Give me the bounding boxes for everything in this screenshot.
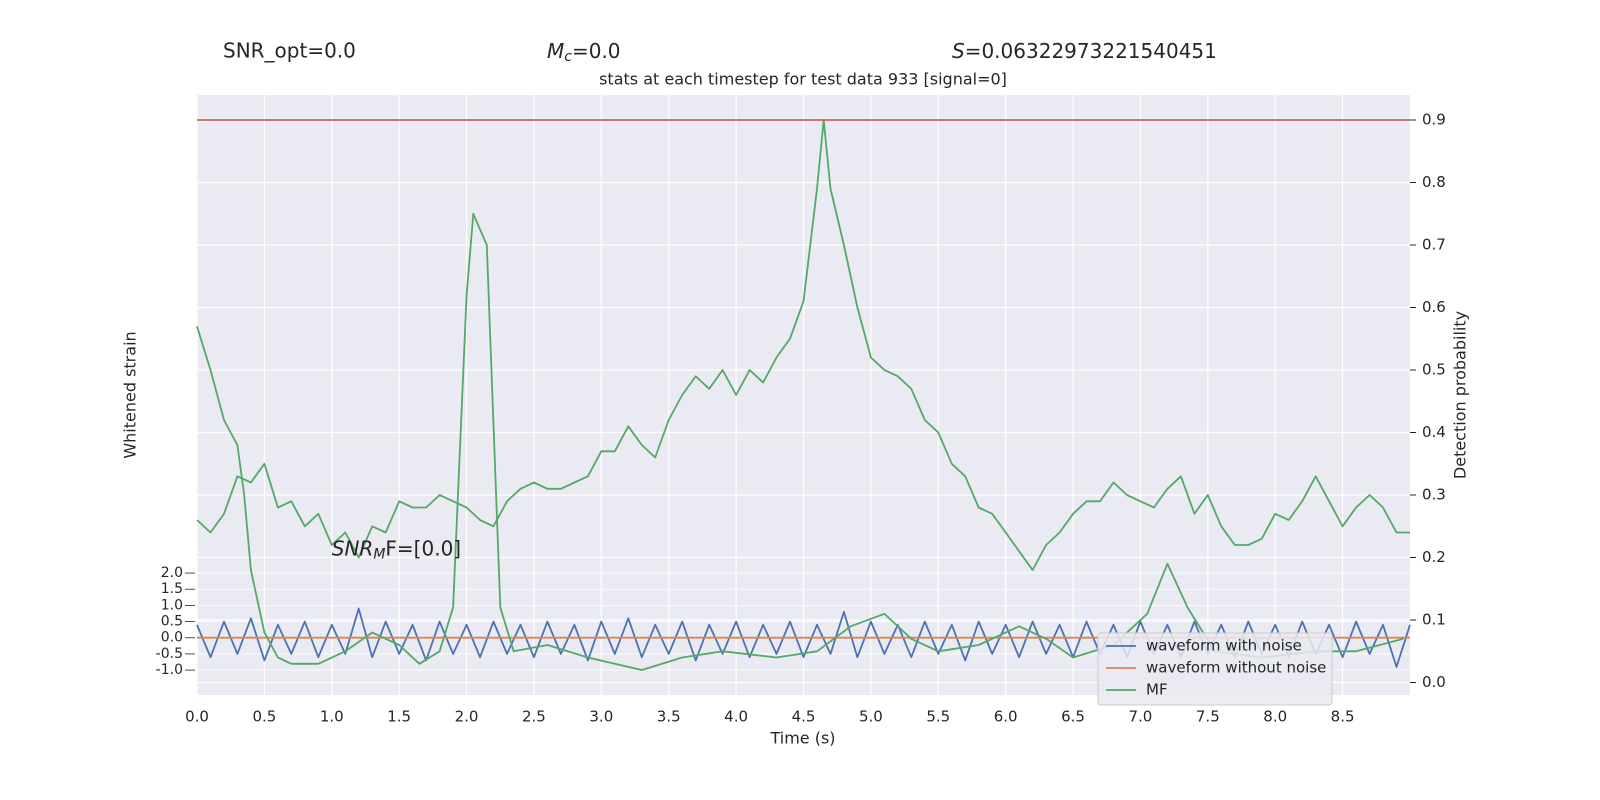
y2-tick-label: 0.8 <box>1422 173 1446 191</box>
y-axis-label: Whitened strain <box>121 331 140 458</box>
x-tick-label: 4.5 <box>792 708 816 726</box>
y2-tick-label: 0.5 <box>1422 361 1446 379</box>
x-tick-label: 8.0 <box>1263 708 1287 726</box>
x-tick-label: 2.0 <box>455 708 479 726</box>
x-tick-label: 4.0 <box>724 708 748 726</box>
s-rest: =0.06322973221540451 <box>965 39 1217 63</box>
y-tick-label: 1.0 <box>161 597 183 613</box>
y2-tick-label: 0.6 <box>1422 298 1446 316</box>
mc-stat: Mc=0.0 <box>547 39 621 66</box>
legend: waveform with noise waveform without nois… <box>1097 632 1333 706</box>
y2-axis-label: Detection probability <box>1451 311 1470 479</box>
x-tick-label: 8.5 <box>1331 708 1355 726</box>
x-tick-label: 2.5 <box>522 708 546 726</box>
annotation-rest: F=[0.0] <box>385 536 461 560</box>
y-tick-label: -0.5 <box>156 646 183 662</box>
snr-opt: SNR_opt=0.0 <box>223 39 356 63</box>
mc-rest: =0.0 <box>572 39 621 63</box>
mc-symbol: M <box>547 39 564 63</box>
y-tick-label: -1.0 <box>156 662 183 678</box>
chart-title: stats at each timestep for test data 933… <box>599 70 1007 89</box>
annotation-sub: M <box>373 547 385 563</box>
x-tick-label: 0.5 <box>252 708 276 726</box>
x-tick-label: 6.5 <box>1061 708 1085 726</box>
y2-tick-label: 0.4 <box>1422 423 1446 441</box>
s-symbol: S <box>952 39 965 63</box>
y2-tick-label: 0.9 <box>1422 111 1446 129</box>
annotation: SNRMF=[0.0] <box>332 536 461 563</box>
x-tick-label: 5.0 <box>859 708 883 726</box>
x-tick-label: 1.5 <box>387 708 411 726</box>
x-tick-label: 7.0 <box>1129 708 1153 726</box>
x-tick-label: 6.0 <box>994 708 1018 726</box>
s-stat: S=0.06322973221540451 <box>952 39 1217 63</box>
y2-tick-label: 0.0 <box>1422 673 1446 691</box>
x-tick-label: 7.5 <box>1196 708 1220 726</box>
legend-label: MF <box>1146 681 1168 699</box>
y2-tick-label: 0.1 <box>1422 611 1446 629</box>
x-axis-label: Time (s) <box>769 729 835 748</box>
x-tick-label: 5.5 <box>926 708 950 726</box>
series-line <box>196 119 1410 571</box>
y2-tick-label: 0.2 <box>1422 548 1446 566</box>
y-tick-label: 2.0 <box>161 565 183 581</box>
mc-sub: c <box>564 49 572 65</box>
y-tick-label: 1.5 <box>161 581 183 597</box>
legend-label: waveform with noise <box>1146 637 1302 655</box>
annotation-symbol: SNR <box>332 536 374 560</box>
y-tick-label: 0.5 <box>161 614 183 630</box>
x-tick-label: 3.5 <box>657 708 681 726</box>
x-tick-label: 3.0 <box>589 708 613 726</box>
y2-tick-label: 0.3 <box>1422 486 1446 504</box>
legend-label: waveform without noise <box>1146 659 1326 677</box>
y-tick-label: 0.0 <box>161 630 183 646</box>
x-tick-label: 1.0 <box>320 708 344 726</box>
y2-tick-label: 0.7 <box>1422 236 1446 254</box>
series-line <box>196 212 1404 671</box>
legend-box <box>1097 632 1333 706</box>
x-tick-label: 0.0 <box>185 708 209 726</box>
